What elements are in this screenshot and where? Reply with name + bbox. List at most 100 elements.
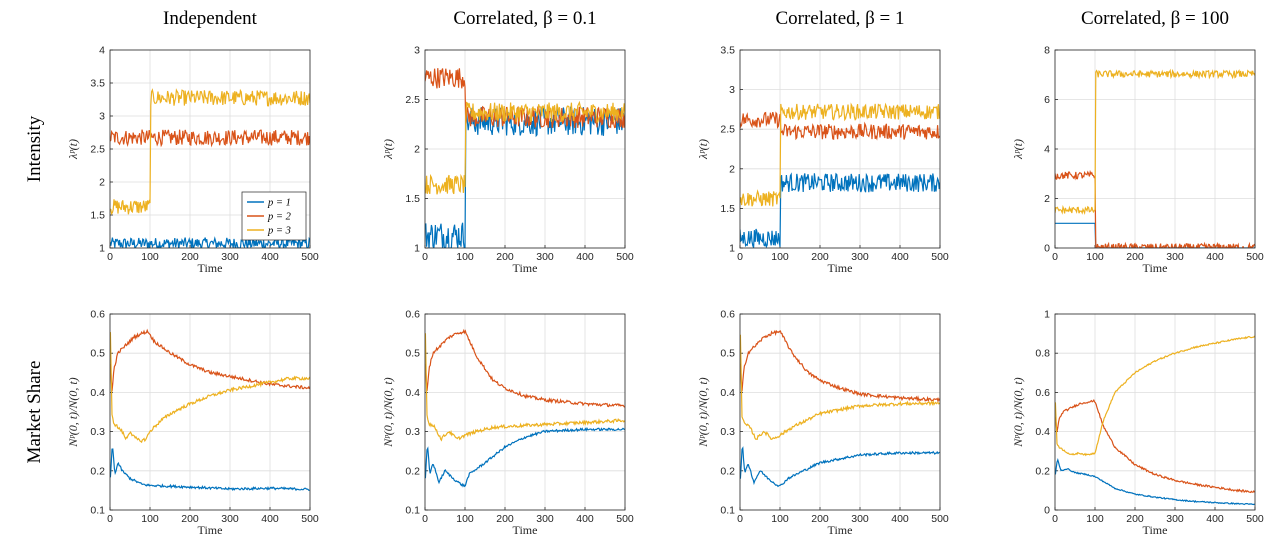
column-title-2: Correlated, β = 0.1	[453, 8, 596, 29]
x-tick-label: 400	[1206, 513, 1224, 525]
x-tick-label: 400	[1206, 251, 1224, 263]
y-tick-label: 0	[1044, 243, 1050, 255]
x-tick-label: 500	[1246, 513, 1264, 525]
y-tick-label: 3	[414, 45, 420, 57]
y-tick-label: 2.5	[405, 94, 420, 106]
y-tick-label: 0.2	[405, 465, 420, 477]
y-axis-label: Nᵖ(0, t)/N(0, t)	[66, 377, 80, 447]
series-line-1	[425, 426, 625, 488]
y-axis-label: Nᵖ(0, t)/N(0, t)	[1011, 377, 1025, 447]
series-line-1	[1055, 222, 1255, 248]
x-tick-label: 200	[181, 251, 199, 263]
series-line-2	[110, 129, 310, 148]
x-tick-label: 400	[261, 251, 279, 263]
x-tick-label: 200	[1126, 251, 1144, 263]
x-tick-label: 500	[616, 513, 634, 525]
x-tick-label: 100	[456, 513, 474, 525]
panel-intensity-independent: 0 100 200 300 400 500 1 1.5 2 2.5 3 3.5 4 Time λᵖ(t) p …	[66, 45, 319, 276]
series-line-2	[740, 329, 940, 404]
x-tick-label: 0	[737, 251, 743, 263]
series-line-3	[425, 333, 625, 442]
y-axis-label: λᵖ(t)	[66, 139, 80, 160]
x-axis-label: Time	[513, 523, 538, 537]
y-tick-label: 0.6	[405, 309, 420, 321]
y-tick-label: 2.5	[720, 124, 735, 136]
x-tick-label: 400	[576, 513, 594, 525]
x-axis-label: Time	[1143, 261, 1168, 275]
y-tick-label: 0	[1044, 505, 1050, 517]
y-tick-label: 1.5	[405, 193, 420, 205]
y-tick-label: 0.3	[720, 426, 735, 438]
x-tick-label: 0	[422, 251, 428, 263]
y-tick-label: 2	[99, 177, 105, 189]
x-tick-label: 400	[891, 251, 909, 263]
x-tick-label: 500	[1246, 251, 1264, 263]
axes-frame	[1054, 313, 1256, 511]
series-line-3	[110, 332, 310, 444]
series-line-3	[425, 100, 625, 195]
y-tick-label: 2	[1044, 193, 1050, 205]
series-line-1	[740, 446, 940, 488]
axes-frame	[424, 49, 626, 249]
column-title-4: Correlated, β = 100	[1081, 8, 1229, 29]
y-tick-label: 3	[729, 84, 735, 96]
x-axis-label: Time	[198, 261, 223, 275]
x-tick-label: 100	[141, 251, 159, 263]
axes-frame	[109, 49, 311, 249]
x-tick-label: 400	[891, 513, 909, 525]
panel-share-independent: 0 100 200 300 400 500 0.1 0.2 0.3 0.4 0.5 0.6 Time Nᵖ…	[66, 309, 319, 538]
x-tick-label: 300	[221, 251, 239, 263]
legend: p = 1 p = 2 p = 3	[241, 191, 307, 241]
y-tick-label: 0.3	[405, 426, 420, 438]
y-tick-label: 4	[1044, 144, 1050, 156]
panel-share-beta-100: 0 100 200 300 400 500 0 0.2 0.4 0.6 0.8 1 Time Nᵖ(0, …	[1011, 309, 1264, 538]
series-line-1	[110, 448, 310, 492]
y-tick-label: 2	[729, 163, 735, 175]
x-tick-label: 100	[771, 251, 789, 263]
y-tick-label: 0.4	[405, 387, 420, 399]
y-tick-label: 3	[99, 111, 105, 123]
plot-area	[740, 314, 940, 510]
y-tick-label: 0.6	[1035, 387, 1050, 399]
axes-frame	[739, 313, 941, 511]
y-axis-label: λᵖ(t)	[696, 139, 710, 160]
plot-area	[110, 314, 310, 510]
x-tick-label: 0	[1052, 513, 1058, 525]
x-tick-label: 0	[737, 513, 743, 525]
y-axis-label: λᵖ(t)	[1011, 139, 1025, 160]
y-tick-label: 0.1	[90, 505, 105, 517]
y-tick-label: 0.5	[405, 348, 420, 360]
x-tick-label: 200	[496, 251, 514, 263]
x-tick-label: 0	[107, 513, 113, 525]
panel-intensity-beta-1: 0 100 200 300 400 500 1 1.5 2 2.5 3 3.5 Time λᵖ(t)	[696, 45, 949, 276]
series-line-3	[1055, 335, 1255, 457]
x-axis-label: Time	[828, 523, 853, 537]
y-tick-label: 6	[1044, 94, 1050, 106]
panel-share-beta-0.1: 0 100 200 300 400 500 0.1 0.2 0.3 0.4 0.5 0.6 Time Nᵖ…	[381, 309, 634, 538]
x-tick-label: 500	[301, 513, 319, 525]
series-line-3	[740, 334, 940, 440]
x-tick-label: 100	[1086, 513, 1104, 525]
y-axis-label: Nᵖ(0, t)/N(0, t)	[381, 377, 395, 447]
y-tick-label: 0.4	[720, 387, 735, 399]
series-line-2	[740, 111, 940, 141]
x-tick-label: 100	[1086, 251, 1104, 263]
y-tick-label: 1	[99, 243, 105, 255]
row-label-2: Market Share	[24, 361, 45, 464]
x-tick-label: 100	[456, 251, 474, 263]
x-tick-label: 300	[1166, 513, 1184, 525]
series-line-2	[1055, 169, 1255, 248]
y-tick-label: 0.6	[90, 309, 105, 321]
y-tick-label: 0.2	[720, 465, 735, 477]
y-axis-label: Nᵖ(0, t)/N(0, t)	[696, 377, 710, 447]
x-axis-label: Time	[828, 261, 853, 275]
x-tick-label: 100	[771, 513, 789, 525]
x-tick-label: 300	[851, 513, 869, 525]
x-axis-label: Time	[513, 261, 538, 275]
x-tick-label: 0	[107, 251, 113, 263]
x-tick-label: 0	[422, 513, 428, 525]
y-tick-label: 0.5	[90, 348, 105, 360]
y-tick-label: 0.2	[90, 465, 105, 477]
x-tick-label: 200	[811, 251, 829, 263]
